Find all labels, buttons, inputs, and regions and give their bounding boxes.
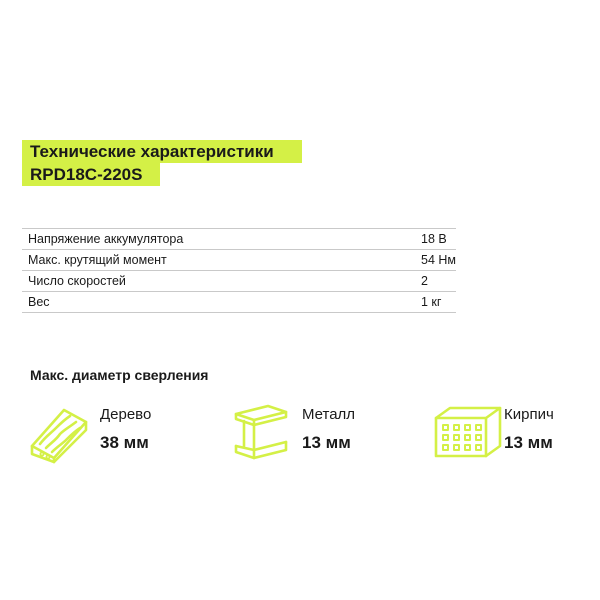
spec-value: 18 В: [421, 232, 447, 246]
spec-row-voltage: Напряжение аккумулятора 18 В: [22, 229, 456, 250]
wood-plank-icon: [28, 402, 90, 464]
material-wood: Дерево 38 мм: [28, 402, 151, 464]
spec-row-torque: Макс. крутящий момент 54 Нм: [22, 250, 456, 271]
spec-row-speeds: Число скоростей 2: [22, 271, 456, 292]
material-brick: Кирпич 13 мм: [432, 402, 554, 464]
material-name: Дерево: [100, 406, 152, 423]
material-value: 13 мм: [302, 433, 351, 452]
spec-value: 1 кг: [421, 295, 442, 309]
spec-row-weight: Вес 1 кг: [22, 292, 456, 313]
material-name: Металл: [302, 406, 356, 423]
title-block: Технические характеристики RPD18C-220S: [22, 140, 302, 186]
spec-value: 2: [421, 274, 428, 288]
spec-label: Макс. крутящий момент: [28, 253, 167, 267]
model-name: RPD18C-220S: [22, 163, 161, 186]
spec-label: Число скоростей: [28, 274, 126, 288]
material-metal: Металл 13 мм: [230, 402, 355, 464]
specs-table: Напряжение аккумулятора 18 В Макс. крутя…: [22, 228, 456, 313]
page-title: Технические характеристики: [22, 140, 302, 163]
drill-diameter-heading: Макс. диаметр сверления: [30, 367, 209, 383]
material-value: 38 мм: [100, 433, 149, 452]
spec-label: Вес: [28, 295, 50, 309]
steel-beam-icon: [230, 402, 292, 464]
material-value: 13 мм: [504, 433, 553, 452]
brick-icon: [432, 402, 502, 464]
spec-label: Напряжение аккумулятора: [28, 232, 184, 246]
material-name: Кирпич: [504, 406, 554, 423]
spec-value: 54 Нм: [421, 253, 456, 267]
